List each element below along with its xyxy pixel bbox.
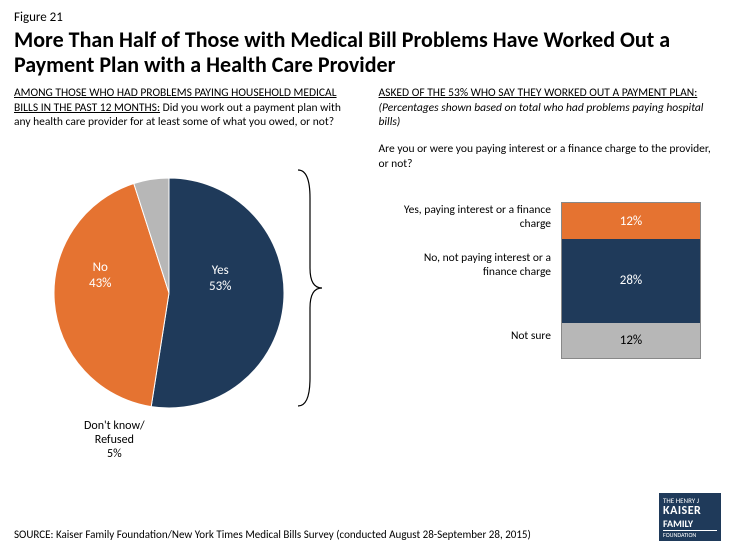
source-line: SOURCE: Kaiser Family Foundation/New Yor… <box>14 528 531 541</box>
pie-label-yes: Yes53% <box>209 263 231 294</box>
pie-label-dk: Don't know/Refused5% <box>84 420 145 461</box>
logo-family: FAMILY <box>663 518 717 531</box>
left-question: AMONG THOSE WHO HAD PROBLEMS PAYING HOUS… <box>14 86 357 131</box>
right-question-lead: ASKED OF THE 53% WHO SAY THEY WORKED OUT… <box>379 86 698 100</box>
left-column: AMONG THOSE WHO HAD PROBLEMS PAYING HOUS… <box>14 86 357 439</box>
stack-segment: 28% <box>562 239 700 322</box>
figure-number: Figure 21 <box>14 10 721 25</box>
logo-foundation: FOUNDATION <box>663 532 717 539</box>
stack-label-0: Yes, paying interest or a finance charge <box>396 204 551 230</box>
pie-chart <box>44 168 294 418</box>
stack-label-2: Not sure <box>511 330 551 343</box>
columns: AMONG THOSE WHO HAD PROBLEMS PAYING HOUS… <box>14 86 721 439</box>
right-column: ASKED OF THE 53% WHO SAY THEY WORKED OUT… <box>379 86 722 439</box>
stack-segment: 12% <box>562 203 700 239</box>
pie-chart-wrap: Yes53% No43% Don't know/Refused5% <box>14 148 357 438</box>
logo-kaiser: KAISER <box>663 505 717 518</box>
right-question2: Are you or were you paying interest or a… <box>379 142 722 172</box>
right-question-ital: (Percentages shown based on total who ha… <box>379 101 704 130</box>
right-question1: ASKED OF THE 53% WHO SAY THEY WORKED OUT… <box>379 86 722 131</box>
title: More Than Half of Those with Medical Bil… <box>14 27 721 78</box>
kff-logo: THE HENRY J KAISER FAMILY FOUNDATION <box>659 493 721 541</box>
stack-segment: 12% <box>562 323 700 359</box>
brace-icon <box>296 168 326 408</box>
stack-label-1: No, not paying interest or a finance cha… <box>396 252 551 278</box>
stacked-bar-wrap: Yes, paying interest or a finance charge… <box>379 202 722 402</box>
pie-label-no: No43% <box>89 260 111 291</box>
stacked-bar: 12%28%12% <box>561 202 701 359</box>
